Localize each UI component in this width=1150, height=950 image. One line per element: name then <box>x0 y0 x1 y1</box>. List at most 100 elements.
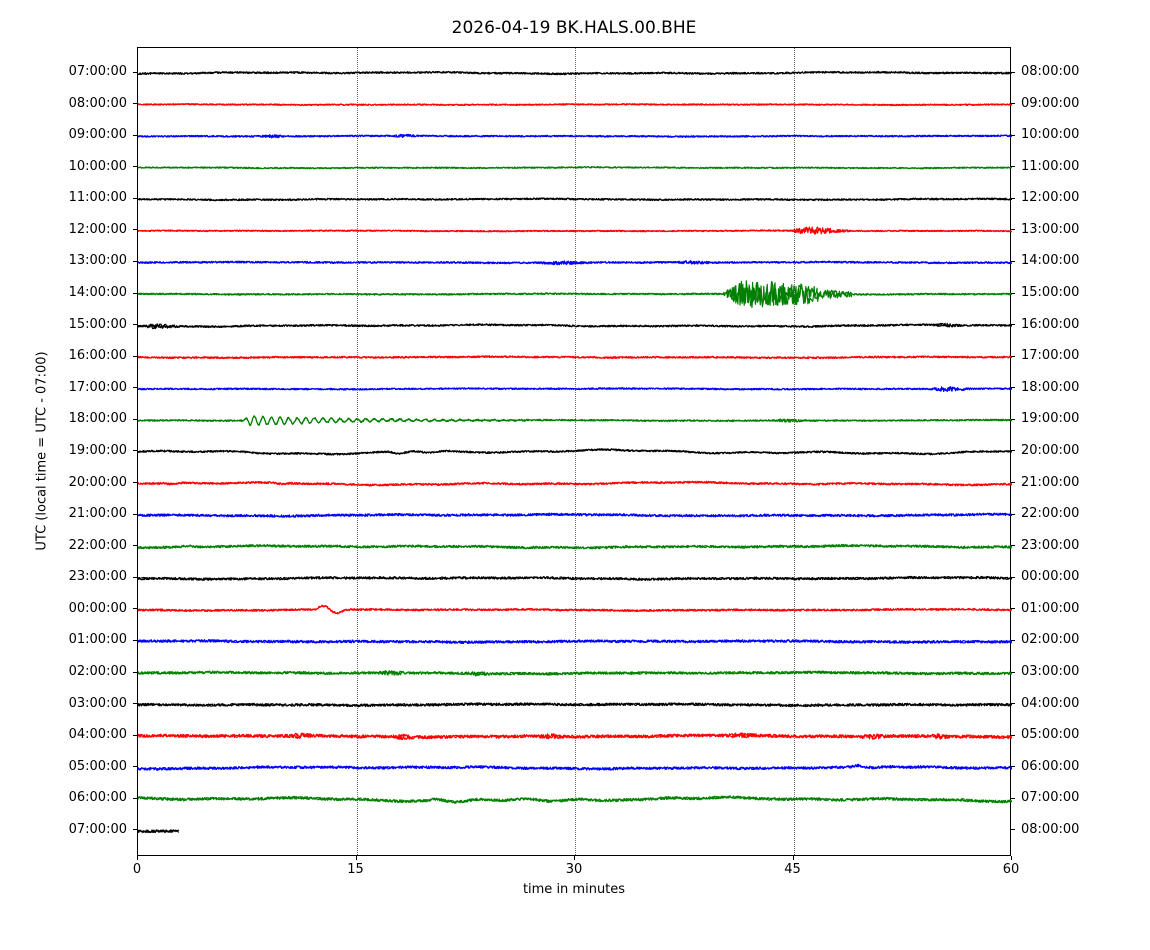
local-time-label: 23:00:00 <box>1021 537 1080 553</box>
left-tick <box>133 103 137 105</box>
local-time-label: 20:00:00 <box>1021 442 1080 458</box>
utc-time-label: 04:00:00 <box>68 727 127 743</box>
x-tick <box>574 856 575 860</box>
local-time-label: 18:00:00 <box>1021 379 1080 395</box>
x-axis-label: time in minutes <box>522 882 626 897</box>
left-tick <box>133 829 137 831</box>
right-tick <box>1011 576 1015 578</box>
right-tick <box>1011 324 1015 326</box>
local-time-label: 08:00:00 <box>1021 64 1080 79</box>
utc-time-label: 06:00:00 <box>68 790 127 806</box>
utc-time-label: 13:00:00 <box>68 253 127 269</box>
x-tick <box>792 856 794 860</box>
right-tick <box>1011 229 1015 231</box>
left-tick <box>133 513 137 515</box>
utc-time-label: 05:00:00 <box>68 758 127 774</box>
left-tick <box>133 229 137 231</box>
right-tick <box>1011 482 1015 484</box>
utc-time-label: 00:00:00 <box>68 600 127 616</box>
utc-time-label: 10:00:00 <box>68 158 127 174</box>
left-tick <box>133 703 137 705</box>
left-tick <box>133 766 137 768</box>
x-tick <box>137 856 138 860</box>
right-tick <box>1011 450 1015 452</box>
left-tick <box>133 260 137 262</box>
left-tick <box>133 639 137 641</box>
seismogram-traces <box>138 48 1012 857</box>
right-tick <box>1011 260 1015 262</box>
utc-time-label: 07:00:00 <box>68 64 127 79</box>
local-time-label: 06:00:00 <box>1021 758 1080 774</box>
utc-time-label: 07:00:00 <box>68 821 127 837</box>
right-tick <box>1011 71 1015 73</box>
right-tick <box>1011 797 1015 799</box>
left-tick <box>133 576 137 578</box>
x-tick-label: 30 <box>565 862 583 877</box>
local-time-label: 11:00:00 <box>1021 158 1080 174</box>
right-tick <box>1011 292 1015 294</box>
right-tick <box>1011 513 1015 515</box>
utc-time-label: 03:00:00 <box>68 695 127 711</box>
utc-time-label: 22:00:00 <box>68 537 127 553</box>
utc-time-label: 21:00:00 <box>68 506 127 522</box>
left-tick <box>133 608 137 610</box>
left-tick <box>133 671 137 673</box>
utc-time-label: 11:00:00 <box>68 190 127 206</box>
chart-title: 2026-04-19 BK.HALS.00.BHE <box>451 18 697 38</box>
utc-time-label: 23:00:00 <box>68 569 127 585</box>
left-tick <box>133 71 137 73</box>
left-tick <box>133 734 137 736</box>
left-tick <box>133 482 137 484</box>
local-time-label: 16:00:00 <box>1021 316 1080 332</box>
right-tick <box>1011 134 1015 136</box>
utc-time-label: 18:00:00 <box>68 411 127 427</box>
utc-time-label: 09:00:00 <box>68 127 127 143</box>
local-time-label: 05:00:00 <box>1021 727 1080 743</box>
right-tick <box>1011 766 1015 768</box>
local-time-label: 00:00:00 <box>1021 569 1080 585</box>
left-tick <box>133 387 137 389</box>
utc-time-label: 08:00:00 <box>68 95 127 111</box>
x-tick-label: 60 <box>1002 862 1020 877</box>
right-tick <box>1011 703 1015 705</box>
y-axis-label: UTC (local time = UTC - 07:00) <box>34 351 50 551</box>
local-time-label: 08:00:00 <box>1021 821 1080 837</box>
right-tick <box>1011 829 1015 831</box>
right-tick <box>1011 103 1015 105</box>
left-tick <box>133 197 137 199</box>
right-tick <box>1011 166 1015 168</box>
utc-time-label: 01:00:00 <box>68 632 127 648</box>
right-tick <box>1011 608 1015 610</box>
right-tick <box>1011 387 1015 389</box>
x-tick <box>1011 856 1012 860</box>
utc-time-label: 15:00:00 <box>68 316 127 332</box>
utc-time-label: 20:00:00 <box>68 474 127 490</box>
left-tick <box>133 134 137 136</box>
utc-time-label: 02:00:00 <box>68 664 127 680</box>
local-time-label: 14:00:00 <box>1021 253 1080 269</box>
right-tick <box>1011 197 1015 199</box>
utc-time-label: 12:00:00 <box>68 221 127 237</box>
local-time-label: 21:00:00 <box>1021 474 1080 490</box>
left-tick <box>133 324 137 326</box>
plot-area <box>137 47 1012 857</box>
local-time-label: 12:00:00 <box>1021 190 1080 206</box>
left-tick <box>133 292 137 294</box>
x-tick <box>355 856 357 860</box>
local-time-label: 01:00:00 <box>1021 600 1080 616</box>
local-time-label: 07:00:00 <box>1021 790 1080 806</box>
local-time-label: 02:00:00 <box>1021 632 1080 648</box>
right-tick <box>1011 671 1015 673</box>
x-tick-label: 0 <box>132 862 142 877</box>
left-tick <box>133 545 137 547</box>
local-time-label: 09:00:00 <box>1021 95 1080 111</box>
local-time-label: 15:00:00 <box>1021 285 1080 301</box>
left-tick <box>133 355 137 357</box>
local-time-label: 13:00:00 <box>1021 221 1080 237</box>
utc-time-label: 14:00:00 <box>68 285 127 301</box>
left-tick <box>133 450 137 452</box>
utc-time-label: 16:00:00 <box>68 348 127 364</box>
utc-time-label: 17:00:00 <box>68 379 127 395</box>
left-tick <box>133 418 137 420</box>
